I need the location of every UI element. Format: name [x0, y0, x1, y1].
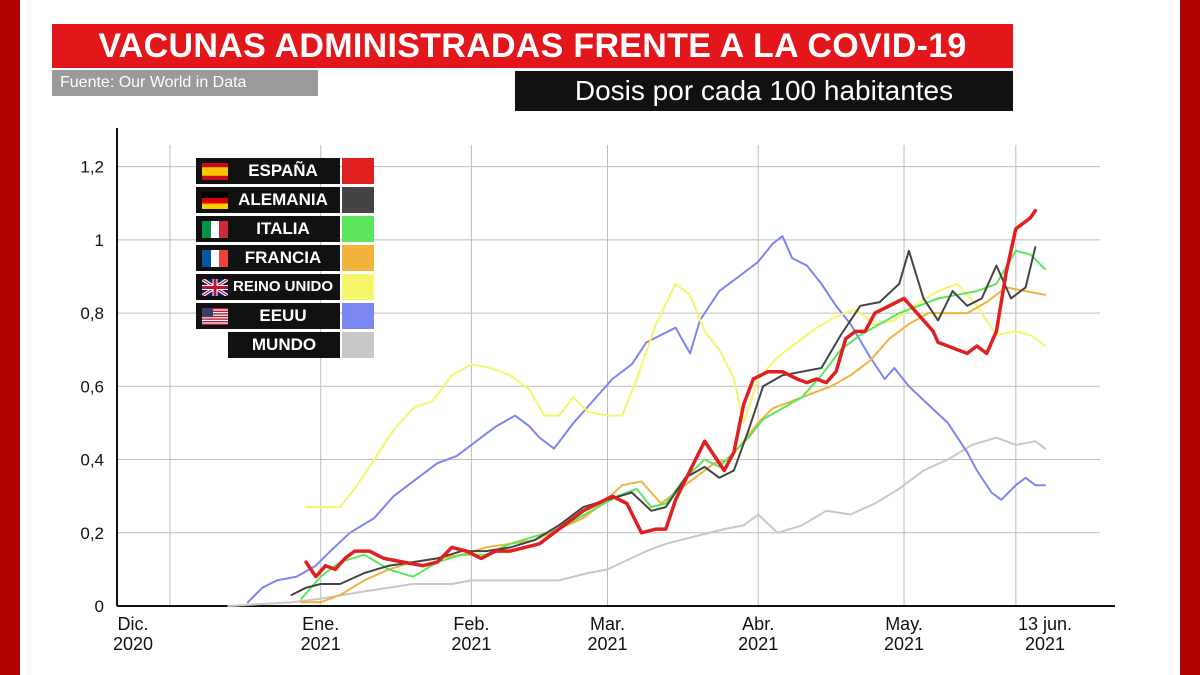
x-tick-label: 2021 — [884, 634, 924, 654]
series-line-italia — [300, 249, 1046, 600]
legend-swatch — [342, 245, 374, 271]
y-tick-label: 0,6 — [80, 377, 104, 396]
legend-label: MUNDO — [251, 335, 317, 354]
legend: ESPAÑA ALEMANIA ITALIA FRANCIA — [196, 158, 376, 361]
series-line-mundo — [227, 436, 1046, 607]
legend-label: EEUU — [259, 306, 307, 325]
right-border — [1180, 0, 1200, 675]
left-border — [0, 0, 20, 675]
x-tick-label: 2021 — [1025, 634, 1065, 654]
italy-flag-icon — [202, 221, 228, 238]
x-tick-label: Ene. — [302, 614, 339, 634]
x-tick-label: 2021 — [451, 634, 491, 654]
x-tick-label: Mar. — [590, 614, 625, 634]
germany-flag-icon — [202, 192, 228, 209]
spain-flag-icon — [202, 163, 228, 180]
uk-flag-icon — [202, 279, 228, 296]
series-line-espana — [304, 208, 1038, 579]
y-tick-label: 1,2 — [80, 158, 104, 177]
france-flag-icon — [202, 250, 228, 267]
usa-flag-icon — [202, 308, 228, 325]
legend-item-reino-unido: REINO UNIDO — [196, 274, 376, 300]
x-tick-label: Abr. — [742, 614, 774, 634]
legend-label: ITALIA — [256, 219, 310, 238]
series-line-alemania — [290, 246, 1037, 596]
source-label: Fuente: Our World in Data — [52, 70, 318, 96]
legend-item-eeuu: EEUU — [196, 303, 376, 329]
x-tick-label: May. — [885, 614, 923, 634]
legend-swatch — [342, 303, 374, 329]
legend-item-italia: ITALIA — [196, 216, 376, 242]
legend-label: ESPAÑA — [248, 161, 318, 180]
chart-subtitle: Dosis por cada 100 habitantes — [515, 71, 1013, 111]
legend-swatch — [342, 332, 374, 358]
series-line-eeuu — [246, 235, 1046, 604]
x-tick-label: Feb. — [453, 614, 489, 634]
x-tick-label: 13 jun. — [1018, 614, 1072, 634]
legend-swatch — [342, 158, 374, 184]
legend-item-mundo: MUNDO — [196, 332, 376, 358]
x-tick-label: 2021 — [738, 634, 778, 654]
y-tick-label: 0 — [95, 597, 104, 616]
legend-swatch — [342, 274, 374, 300]
y-tick-label: 1 — [95, 231, 104, 250]
legend-label: FRANCIA — [244, 248, 322, 267]
x-tick-label: Dic. — [118, 614, 149, 634]
x-tick-label: 2021 — [587, 634, 627, 654]
series-line-reino-unido — [305, 282, 1046, 509]
y-tick-label: 0,2 — [80, 524, 104, 543]
legend-item-alemania: ALEMANIA — [196, 187, 376, 213]
x-tick-label: 2020 — [113, 634, 153, 654]
legend-item-espana: ESPAÑA — [196, 158, 376, 184]
y-tick-label: 0,4 — [80, 451, 104, 470]
legend-item-francia: FRANCIA — [196, 245, 376, 271]
x-tick-label: 2021 — [301, 634, 341, 654]
legend-label: REINO UNIDO — [232, 278, 333, 295]
y-tick-label: 0,8 — [80, 304, 104, 323]
chart-title: VACUNAS ADMINISTRADAS FRENTE A LA COVID-… — [52, 24, 1013, 68]
legend-swatch — [342, 216, 374, 242]
legend-label: ALEMANIA — [238, 190, 328, 209]
legend-swatch — [342, 187, 374, 213]
